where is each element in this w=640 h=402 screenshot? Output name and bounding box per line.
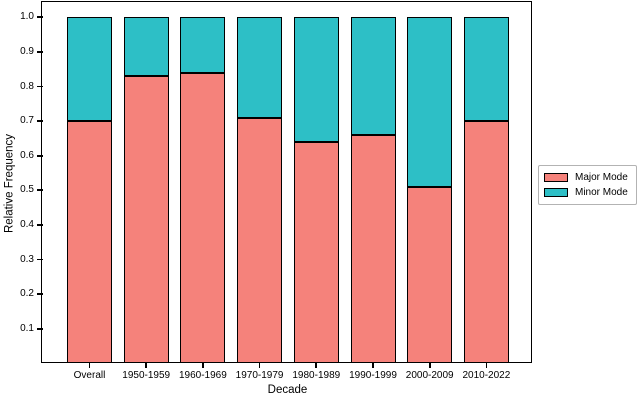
bar-segment-minor-mode bbox=[180, 17, 226, 73]
bar-segment-major-mode bbox=[293, 141, 339, 364]
x-axis-tick bbox=[372, 363, 374, 368]
bar-segment-minor-mode bbox=[407, 17, 453, 187]
bar-segment-major-mode bbox=[350, 134, 396, 364]
legend-item: Major Mode bbox=[544, 170, 636, 185]
legend-item: Minor Mode bbox=[544, 185, 636, 200]
x-axis-tick bbox=[258, 363, 261, 368]
plot-area bbox=[41, 1, 533, 364]
y-axis-tick bbox=[36, 120, 43, 122]
x-tick-label: 1960-1969 bbox=[178, 369, 227, 381]
y-axis-tick bbox=[36, 327, 43, 330]
x-tick-label: 2000-2009 bbox=[405, 369, 454, 381]
bar-segment-minor-mode bbox=[67, 17, 112, 122]
y-tick-label: 0.2 bbox=[20, 288, 34, 300]
x-axis-title: Decade bbox=[267, 383, 308, 396]
y-axis-tick bbox=[36, 293, 43, 295]
legend-label: Major Mode bbox=[575, 171, 628, 183]
y-tick-label: 0.3 bbox=[20, 253, 34, 265]
x-tick-label: 1980-1989 bbox=[292, 369, 341, 381]
legend-label: Minor Mode bbox=[575, 186, 628, 198]
x-axis-tick bbox=[145, 363, 148, 368]
y-axis-tick bbox=[36, 189, 43, 192]
y-axis-tick bbox=[36, 16, 43, 19]
bar-segment-major-mode bbox=[407, 186, 453, 364]
legend-swatch-major-mode bbox=[544, 172, 568, 182]
y-axis-tick bbox=[36, 85, 43, 88]
y-tick-label: 0.7 bbox=[20, 115, 34, 127]
bar-segment-major-mode bbox=[463, 121, 509, 364]
bar-segment-major-mode bbox=[180, 72, 226, 364]
y-axis-tick bbox=[36, 258, 43, 261]
legend: Major Mode Minor Mode bbox=[538, 164, 637, 205]
bar-segment-minor-mode bbox=[350, 17, 396, 135]
y-tick-label: 0.8 bbox=[20, 80, 34, 92]
bar-segment-minor-mode bbox=[237, 17, 283, 118]
y-tick-label: 0.5 bbox=[20, 184, 34, 196]
x-axis-tick bbox=[88, 363, 91, 368]
bar-segment-minor-mode bbox=[463, 17, 509, 122]
y-axis-tick bbox=[36, 154, 43, 157]
x-tick-label: 1950-1959 bbox=[122, 369, 171, 381]
x-axis-tick bbox=[428, 363, 431, 368]
bar-segment-minor-mode bbox=[293, 17, 339, 142]
y-tick-label: 0.1 bbox=[20, 322, 34, 334]
bar-segment-major-mode bbox=[67, 121, 112, 364]
legend-swatch-minor-mode bbox=[544, 187, 568, 197]
x-tick-label: Overall bbox=[73, 369, 106, 381]
x-tick-label: 1990-1999 bbox=[349, 369, 397, 381]
x-tick-label: 2010-2022 bbox=[462, 369, 511, 381]
y-tick-label: 0.9 bbox=[20, 45, 34, 57]
x-axis-tick bbox=[485, 363, 488, 368]
y-axis-tick bbox=[36, 51, 43, 53]
x-axis-tick bbox=[202, 363, 204, 368]
y-tick-label: 1.0 bbox=[20, 11, 34, 23]
x-axis-tick bbox=[315, 363, 318, 368]
y-tick-label: 0.4 bbox=[20, 218, 34, 230]
bar-segment-minor-mode bbox=[123, 17, 169, 77]
x-tick-label: 1970-1979 bbox=[235, 369, 284, 381]
bar-segment-major-mode bbox=[237, 117, 283, 364]
y-tick-label: 0.6 bbox=[20, 149, 34, 161]
bar-segment-major-mode bbox=[123, 76, 169, 364]
y-axis-tick bbox=[36, 224, 43, 226]
